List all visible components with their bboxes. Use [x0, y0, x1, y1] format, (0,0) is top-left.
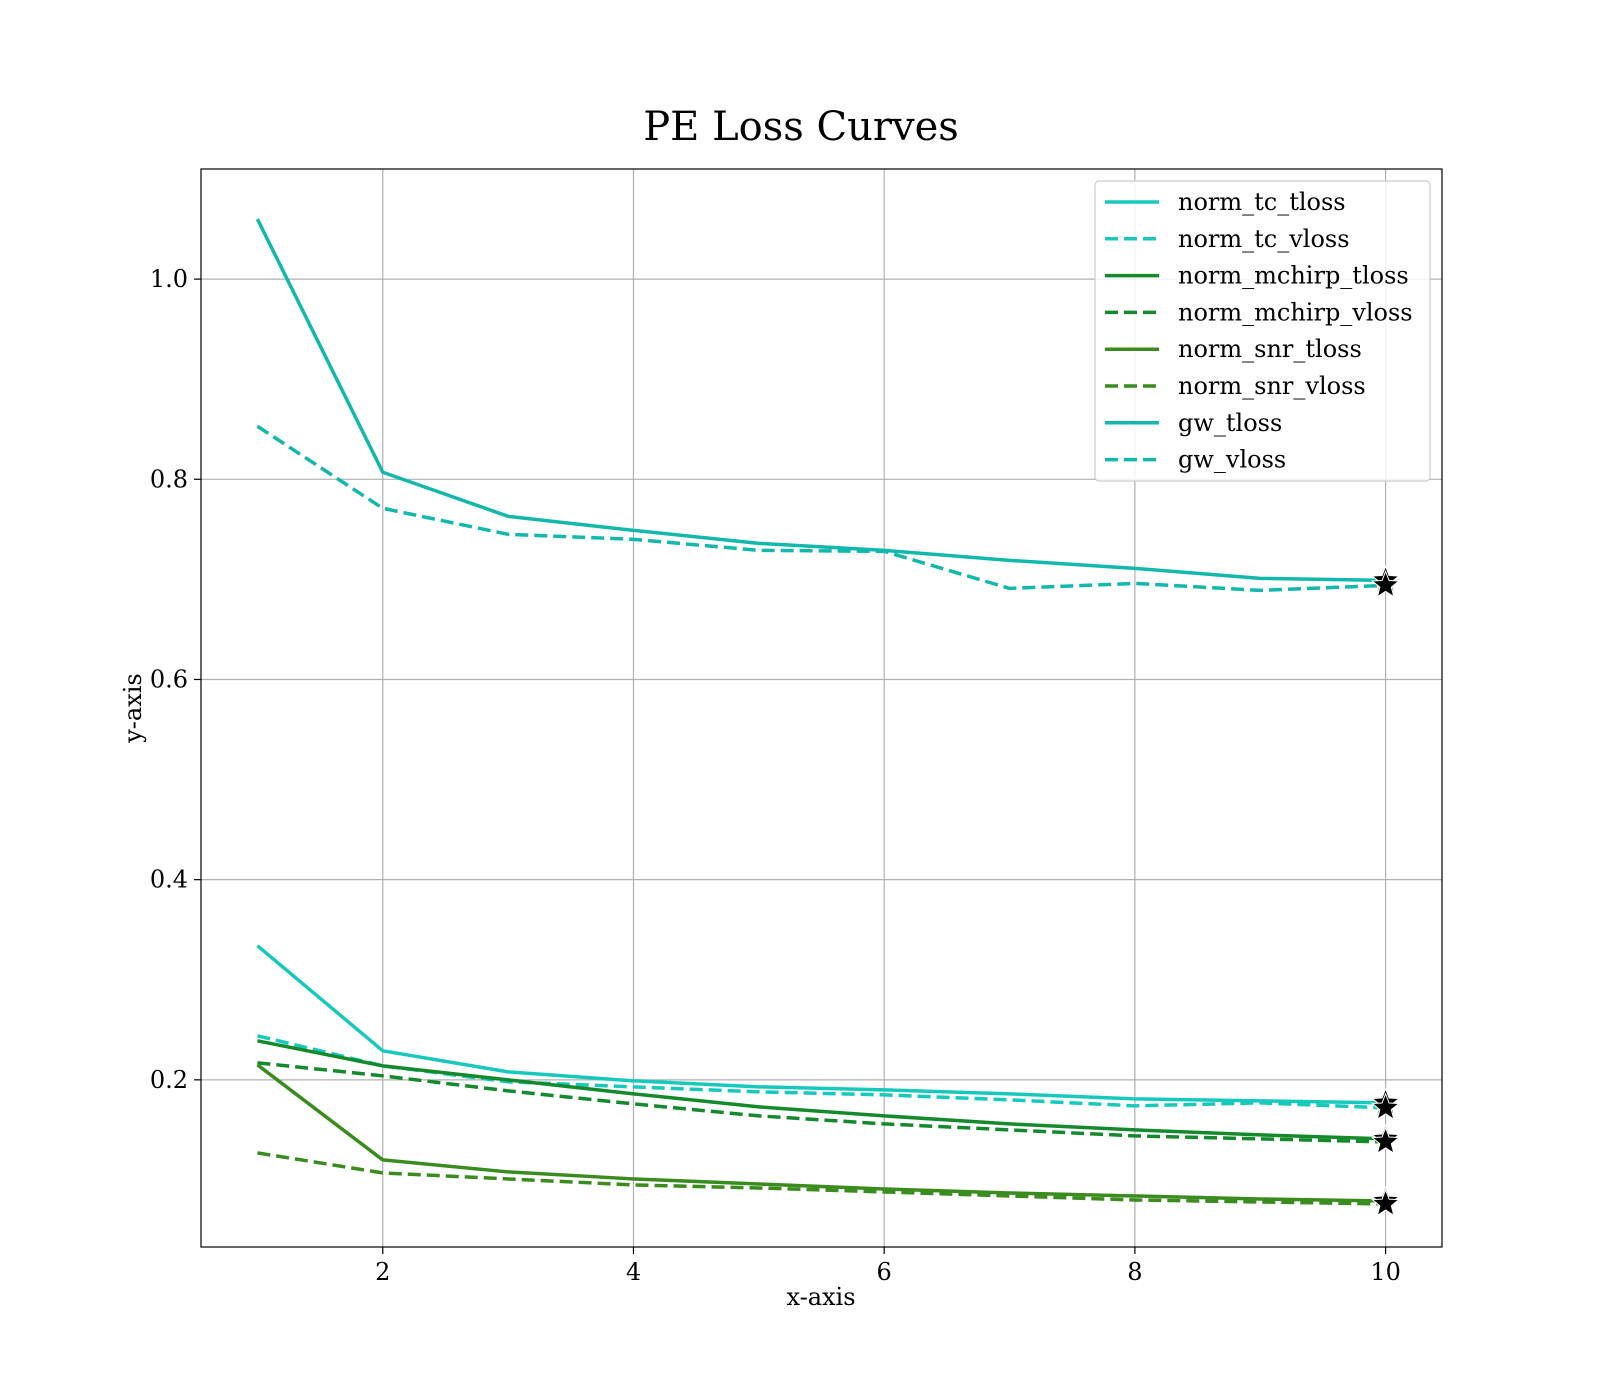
final-star-marker [1370, 1126, 1401, 1155]
legend-box [1094, 180, 1431, 482]
y-tick-label: 1.0 [150, 265, 188, 293]
final-star-marker [1370, 1188, 1401, 1217]
y-tick-label: 0.4 [150, 866, 188, 894]
y-axis-label: y-axis [119, 673, 147, 744]
series-line-norm_snr_tloss [256, 1063, 1386, 1203]
x-tick-label: 4 [626, 1258, 641, 1286]
legend-label: norm_tc_tloss [1178, 188, 1346, 216]
legend-label: gw_vloss [1178, 446, 1286, 474]
legend-label: norm_snr_tloss [1178, 335, 1362, 363]
y-tick-label: 0.6 [150, 665, 188, 693]
x-tick-label: 10 [1370, 1258, 1401, 1286]
series-line-norm_snr_vloss [257, 1151, 1386, 1206]
y-tick-label: 0.8 [150, 465, 188, 493]
legend-label: norm_snr_vloss [1178, 372, 1366, 400]
chart-title: PE Loss Curves [643, 104, 959, 150]
series-line-norm_mchirp_tloss [257, 1039, 1386, 1141]
marker-layer [1370, 564, 1401, 1217]
x-axis-label: x-axis [786, 1283, 855, 1311]
x-tick-label: 2 [375, 1258, 390, 1286]
series-line-gw_vloss [256, 424, 1386, 593]
x-tick-label: 8 [1127, 1258, 1142, 1286]
legend-label: norm_mchirp_tloss [1178, 262, 1409, 290]
series-layer [255, 218, 1386, 1206]
series-line-norm_mchirp_vloss [257, 1061, 1386, 1144]
legend-label: norm_tc_vloss [1178, 225, 1350, 253]
series-line-norm_tc_tloss [256, 944, 1386, 1105]
legend-label: norm_mchirp_vloss [1178, 298, 1413, 326]
tick-layer: 2 4 6 8 10 0.2 0.4 0.6 0.8 1.0 [150, 265, 1401, 1286]
y-tick-label: 0.2 [150, 1066, 188, 1094]
legend-label: gw_tloss [1178, 409, 1282, 437]
plot-frame [200, 168, 1443, 1248]
x-tick-label: 6 [877, 1258, 892, 1286]
series-line-gw_tloss [255, 218, 1386, 583]
final-star-marker [1370, 1092, 1401, 1121]
final-star-marker [1370, 570, 1401, 598]
legend: norm_tc_tloss norm_tc_vloss norm_mchirp_tl… [1094, 180, 1431, 482]
